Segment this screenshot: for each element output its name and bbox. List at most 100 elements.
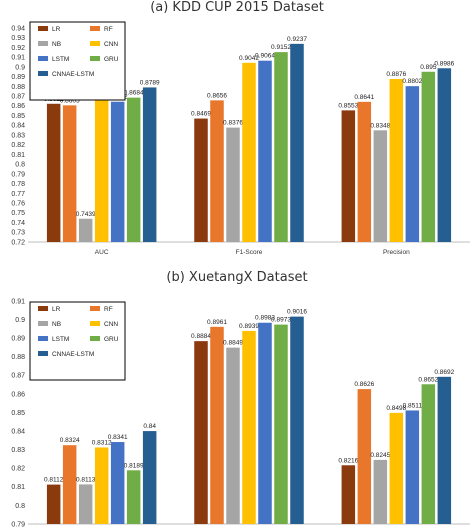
- legend-label: RF: [104, 26, 113, 33]
- bar: [226, 127, 240, 242]
- bar: [290, 43, 304, 242]
- bar: [142, 87, 157, 242]
- bar: [421, 71, 436, 242]
- bar: [142, 431, 157, 524]
- legend-swatch: [90, 306, 100, 311]
- y-tick-label: 0.72: [11, 239, 25, 246]
- legend-swatch: [38, 26, 48, 31]
- y-tick-label: 0.93: [11, 35, 25, 42]
- bar: [405, 86, 420, 242]
- bar: [274, 52, 288, 242]
- bar: [242, 330, 256, 524]
- bar-data-label: 0.8216: [338, 457, 358, 464]
- chart-title: (a) KDD CUP 2015 Dataset: [150, 0, 324, 15]
- bar: [210, 326, 224, 524]
- legend-label: CNN: [104, 41, 118, 48]
- legend-label: NB: [52, 41, 61, 48]
- legend-label: LSTM: [52, 336, 69, 343]
- bar-data-label: 0.8849: [223, 340, 243, 347]
- bar: [389, 412, 404, 524]
- bar-data-label: 0.8983: [255, 315, 275, 322]
- legend-swatch: [38, 306, 48, 311]
- bar-data-label: 0.8376: [223, 120, 243, 127]
- legend-swatch: [90, 41, 100, 46]
- bar: [46, 103, 61, 242]
- legend-label: LR: [52, 26, 61, 33]
- legend-label: CNN: [104, 321, 118, 328]
- bar-data-label: 0.8605: [60, 97, 80, 104]
- bar-data-label: 0.8348: [370, 122, 390, 129]
- y-tick-label: 0.84: [11, 428, 25, 435]
- y-tick-label: 0.91: [11, 298, 25, 305]
- bar-data-label: 0.8789: [140, 79, 160, 86]
- bar: [194, 118, 208, 242]
- legend-swatch: [90, 56, 100, 61]
- bar: [46, 484, 61, 524]
- bar-data-label: 0.8802: [402, 78, 422, 85]
- y-tick-label: 0.8: [15, 503, 25, 510]
- y-tick-label: 0.8: [15, 162, 25, 169]
- y-tick-label: 0.75: [11, 210, 25, 217]
- bar: [78, 218, 93, 242]
- bar-data-label: 0.8884: [191, 333, 211, 340]
- bar-data-label: 0.9042: [239, 55, 259, 62]
- y-tick-label: 0.74: [11, 220, 25, 227]
- y-tick-label: 0.73: [11, 230, 25, 237]
- bar: [341, 110, 356, 242]
- bar-data-label: 0.8312: [92, 439, 112, 446]
- bar-data-label: 0.8498: [386, 405, 406, 412]
- y-tick-label: 0.87: [11, 373, 25, 380]
- y-tick-label: 0.81: [11, 484, 25, 491]
- bar: [357, 101, 372, 242]
- bar-data-label: 0.8684: [124, 90, 144, 97]
- legend-label: LR: [52, 306, 61, 313]
- bar: [389, 78, 404, 242]
- y-tick-label: 0.91: [11, 55, 25, 62]
- bar-data-label: 0.8939: [239, 323, 259, 330]
- bar-data-label: 0.8511: [403, 402, 423, 409]
- bar: [437, 376, 452, 524]
- y-tick-label: 0.86: [11, 103, 25, 110]
- y-tick-label: 0.76: [11, 200, 25, 207]
- y-tick-label: 0.87: [11, 93, 25, 100]
- bar: [110, 101, 125, 242]
- bar-data-label: 0.7439: [76, 211, 96, 218]
- bar: [110, 442, 125, 524]
- y-tick-label: 0.89: [11, 74, 25, 81]
- bar: [62, 445, 77, 524]
- bar-data-label: 0.8876: [386, 71, 406, 78]
- y-tick-label: 0.79: [11, 521, 25, 528]
- legend-label: CNNAE-LSTM: [52, 71, 94, 78]
- y-tick-label: 0.82: [11, 466, 25, 473]
- bar: [226, 347, 240, 524]
- bar-data-label: 0.8553: [338, 102, 358, 109]
- bar: [258, 60, 272, 242]
- bar-data-label: 0.8112: [44, 477, 64, 484]
- chart-title: (b) XuetangX Dataset: [166, 270, 308, 285]
- bar: [126, 470, 141, 524]
- y-tick-label: 0.86: [11, 391, 25, 398]
- legend-swatch: [38, 41, 48, 46]
- bar: [421, 384, 436, 524]
- legend-label: CNNAE-LSTM: [52, 351, 94, 358]
- y-tick-label: 0.85: [11, 113, 25, 120]
- bar-data-label: 0.84: [143, 423, 156, 430]
- y-tick-label: 0.78: [11, 181, 25, 188]
- bar: [242, 62, 256, 242]
- bar-data-label: 0.8113: [76, 476, 96, 483]
- bar-data-label: 0.8656: [207, 92, 227, 99]
- legend-label: GRU: [104, 56, 119, 63]
- y-tick-label: 0.9: [15, 317, 25, 324]
- bar: [78, 484, 93, 524]
- chart-panel-xuetangx: (b) XuetangX Dataset 0.79 0.8 0.81 0.82 0.83…: [0, 268, 474, 530]
- y-tick-label: 0.92: [11, 45, 25, 52]
- bar-data-label: 0.8973: [271, 317, 291, 324]
- y-tick-label: 0.89: [11, 336, 25, 343]
- y-tick-label: 0.81: [11, 152, 25, 159]
- y-tick-label: 0.83: [11, 132, 25, 139]
- bar: [62, 105, 77, 242]
- bar-data-label: 0.8986: [434, 60, 454, 67]
- kdd-bar-chart: 0.72 0.73 0.74 0.75 0.76 0.77 0.78 0.79 0.8 0.81 0…: [11, 21, 470, 256]
- bar-data-label: 0.8641: [354, 94, 374, 101]
- bar-data-label: 0.895: [420, 64, 437, 71]
